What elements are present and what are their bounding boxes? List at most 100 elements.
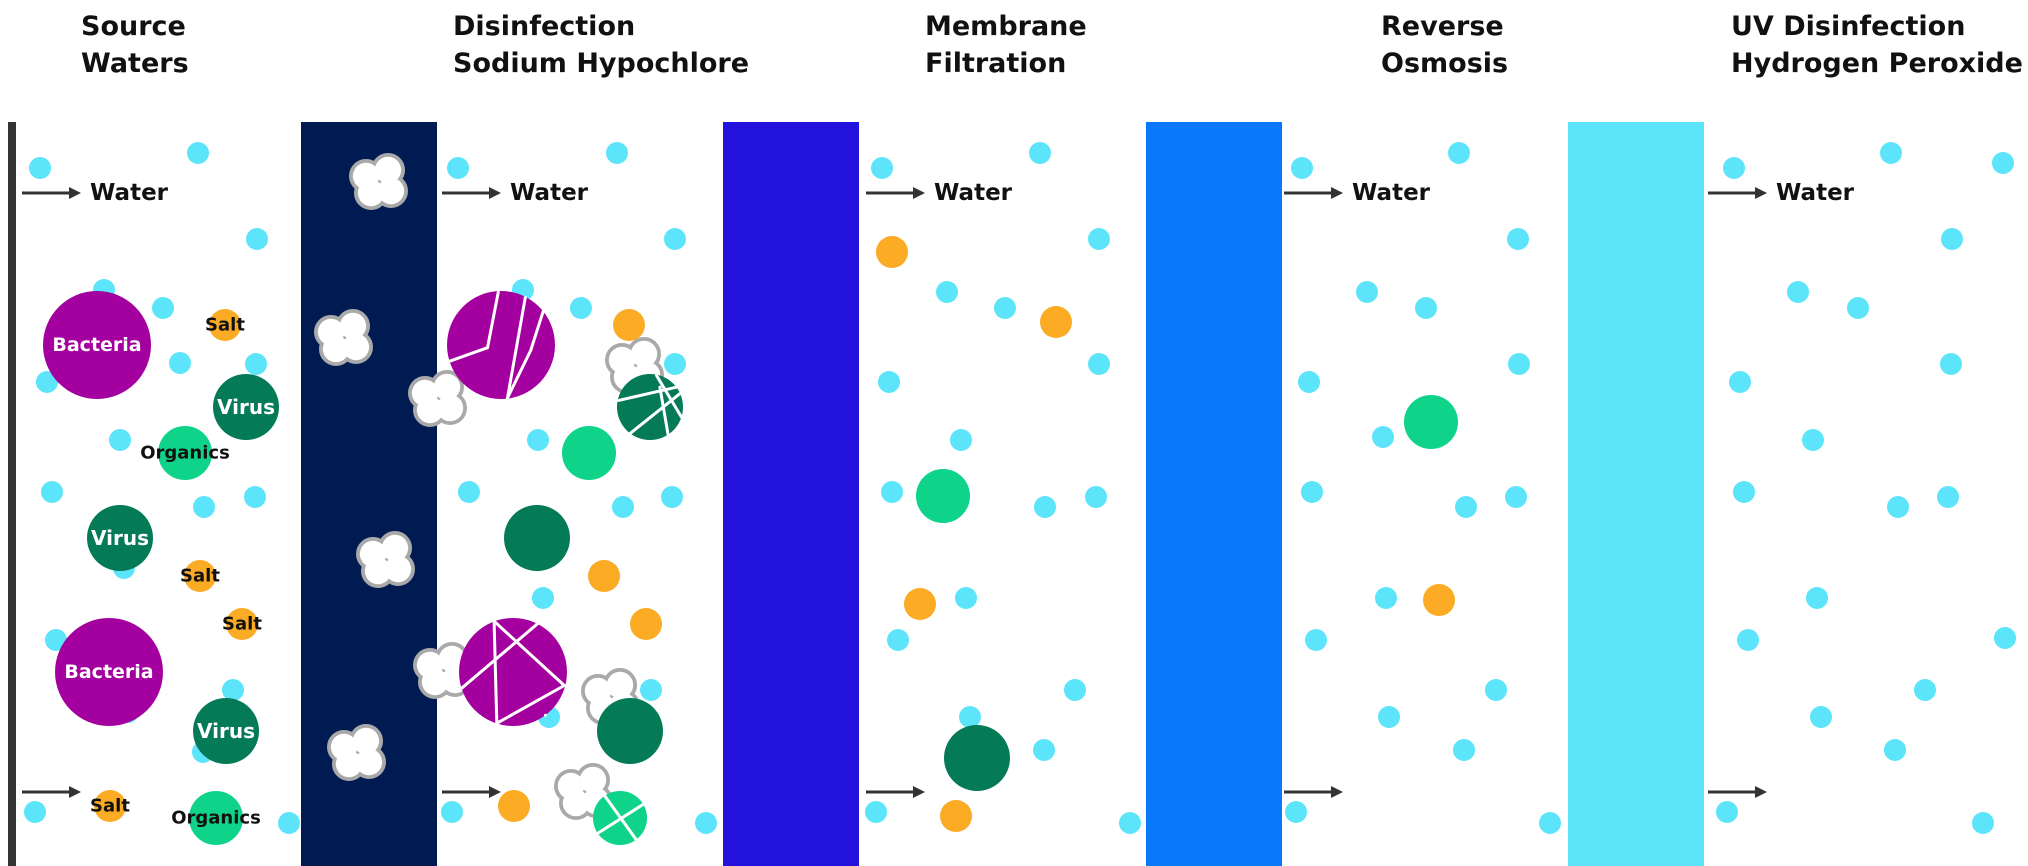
stage-title-reverse-osmosis: Reverse Osmosis [1381,11,1509,79]
water-molecule [1507,228,1529,250]
flow-arrow [442,187,501,199]
virus-fragmented [617,374,683,440]
salt [940,800,972,832]
virus [504,505,570,571]
water-molecule [458,481,480,503]
water-molecule [1356,281,1378,303]
stage-title-uv-disinfection: UV Disinfection Hydrogen Peroxide [1731,11,2023,79]
water-molecule [640,679,662,701]
water-molecule [887,629,909,651]
water-molecule [1787,281,1809,303]
salt-label: Salt [90,796,130,817]
water-flow-label: Water [1776,180,1855,206]
water-molecule [1064,679,1086,701]
water-molecule [606,142,628,164]
organics [189,791,243,845]
water-molecule [527,429,549,451]
water-molecule [1733,481,1755,503]
flow-arrows [22,187,1767,798]
bacteria [43,291,151,399]
flow-labels: Water Water Water Water Water [90,180,1855,206]
salt [630,608,662,640]
water-molecule [222,679,244,701]
hypochlorite-molecule [314,309,373,366]
water-molecule [1088,228,1110,250]
virus [193,698,259,764]
water-molecule [1884,739,1906,761]
salt [498,790,530,822]
water-molecule [152,297,174,319]
water-molecule [878,371,900,393]
water-molecule [1508,353,1530,375]
water-molecule [1937,486,1959,508]
hypochlorite-molecule [327,724,386,781]
organics-fragment-lines [596,794,645,842]
water-flow-label: Water [1352,180,1431,206]
water-molecule [1972,812,1994,834]
water-molecule [1810,706,1832,728]
bacteria-fragmented [447,291,555,399]
water-molecule [1455,496,1477,518]
flow-arrow [866,786,925,798]
water-molecule [29,157,51,179]
virus-label: Virus [217,395,275,419]
membrane-barrier [723,122,859,866]
water-molecule [441,801,463,823]
water-molecule [36,371,58,393]
stage-title-source-waters: Source Waters [81,11,189,79]
water-molecule [1716,801,1738,823]
water-molecule [1485,679,1507,701]
water-particles [24,142,2016,834]
salt [94,790,126,822]
water-molecule [278,812,300,834]
source-wall [8,122,16,866]
water-molecule [1085,486,1107,508]
water-molecule [664,228,686,250]
water-molecule [664,353,686,375]
water-molecule [24,801,46,823]
water-molecule [169,352,191,374]
water-molecule [246,228,268,250]
water-molecule [1737,629,1759,651]
water-molecule [1375,587,1397,609]
water-molecule [865,801,887,823]
virus [213,374,279,440]
flow-arrow [442,786,501,798]
water-molecule [45,629,67,651]
water-molecule [1847,297,1869,319]
water-molecule [1301,481,1323,503]
water-molecule [1887,496,1909,518]
water-molecule [1415,297,1437,319]
water-molecule [955,587,977,609]
salt [209,309,241,341]
water-molecule [109,429,131,451]
water-molecule [1029,142,1051,164]
water-molecule [1088,353,1110,375]
virus [597,698,663,764]
water-molecule [936,281,958,303]
organics [158,426,212,480]
water-molecule [1723,157,1745,179]
water-molecule [1992,152,2014,174]
water-molecule [1372,426,1394,448]
water-molecule [1033,739,1055,761]
water-molecule [1119,812,1141,834]
uv-barrier [1568,122,1704,866]
organics-label: Organics [171,808,261,829]
water-molecule [1994,627,2016,649]
water-molecule [41,481,63,503]
salt [184,560,216,592]
water-molecule [695,812,717,834]
salt [1040,306,1072,338]
salt-label: Salt [205,315,245,336]
water-flow-label: Water [934,180,1013,206]
flow-arrow [1284,786,1343,798]
water-molecule [1806,587,1828,609]
water-molecule [187,142,209,164]
salt [1423,584,1455,616]
flow-arrow [866,187,925,199]
virus-fragment-lines [617,374,683,437]
hypochlorite-molecule [349,153,408,210]
water-molecule [1453,739,1475,761]
water-flow-label: Water [90,180,169,206]
